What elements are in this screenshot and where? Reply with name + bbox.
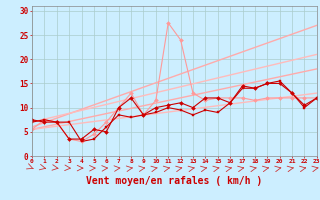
- X-axis label: Vent moyen/en rafales ( km/h ): Vent moyen/en rafales ( km/h ): [86, 176, 262, 186]
